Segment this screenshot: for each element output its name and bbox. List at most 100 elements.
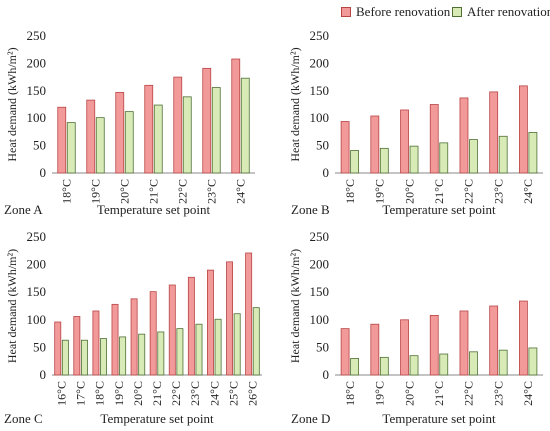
bar-after-18-c xyxy=(350,150,360,174)
bar-after-24-c xyxy=(214,318,222,376)
x-tick-label: 18°C xyxy=(60,179,74,204)
x-tick-label: 23°C xyxy=(491,381,505,406)
y-tick-label: 200 xyxy=(310,55,330,70)
bar-before-20-c xyxy=(130,298,138,376)
x-tick-label: 24°C xyxy=(207,381,221,406)
bar-before-23-c xyxy=(489,305,499,376)
y-tick-label: 200 xyxy=(310,257,330,272)
bar-before-24-c xyxy=(518,85,528,174)
bar-before-26-c xyxy=(245,252,253,376)
y-tick-label: 200 xyxy=(27,55,47,70)
y-tick-label: 250 xyxy=(310,28,330,43)
chart-panel-zone-a: 0 50 100 150 200 250 Heat demand (kWh/m²) 18°C 1… xyxy=(0,26,267,226)
y-tick-label: 100 xyxy=(310,110,330,125)
bar-after-16-c xyxy=(61,339,69,376)
y-tick-label: 0 xyxy=(323,165,330,180)
bar-after-26-c xyxy=(252,307,260,376)
y-tick-label: 150 xyxy=(310,83,330,98)
y-tick-label: 250 xyxy=(310,229,330,244)
x-tick-label: 21°C xyxy=(432,179,446,204)
y-tick-label: 250 xyxy=(27,28,47,43)
bar-after-25-c xyxy=(233,313,241,376)
x-tick-label: 19°C xyxy=(89,179,103,204)
chart-panel-zone-b: 0 50 100 150 200 250 Heat demand (kWh/m²) 18°C 1… xyxy=(283,26,550,226)
y-tick-label: 0 xyxy=(40,165,47,180)
bar-before-24-c xyxy=(231,58,241,174)
bar-before-19-c xyxy=(370,323,380,376)
x-tick-label: 18°C xyxy=(343,381,357,406)
bar-after-22-c xyxy=(469,139,478,174)
x-tick-label: 26°C xyxy=(245,381,259,406)
bar-after-20-c xyxy=(409,145,419,174)
bar-after-23-c xyxy=(195,323,203,376)
chart-svg-zone-c: 0 50 100 150 200 250 Heat demand (kWh/m²) 16°C 1… xyxy=(5,229,262,406)
bar-before-20-c xyxy=(115,92,125,174)
y-tick-label: 150 xyxy=(27,83,47,98)
bar-after-21-c xyxy=(439,142,449,174)
bar-after-23-c xyxy=(211,87,221,174)
x-tick-label: 22°C xyxy=(462,381,476,406)
bar-after-22-c xyxy=(176,328,184,376)
y-axis-title: Heat demand (kWh/m²) xyxy=(288,47,302,161)
bar-after-20-c xyxy=(409,355,419,376)
y-tick-label: 100 xyxy=(310,312,330,327)
y-tick-label: 0 xyxy=(323,367,330,382)
x-tick-label: 21°C xyxy=(432,381,446,406)
x-axis-title: Temperature set point xyxy=(100,411,214,426)
y-tick-label: 50 xyxy=(316,339,329,354)
zone-label: Zone B xyxy=(291,202,330,217)
bar-before-20-c xyxy=(400,109,409,174)
x-tick-label: 19°C xyxy=(112,381,126,406)
y-tick-label: 0 xyxy=(40,367,47,382)
bar-before-18-c xyxy=(340,121,350,174)
y-tick-label: 200 xyxy=(27,257,47,272)
zone-label: Zone C xyxy=(4,411,43,426)
y-tick-label: 50 xyxy=(33,138,46,153)
chart-svg-zone-d: 0 50 100 150 200 250 Heat demand (kWh/m²) 18°C 1… xyxy=(288,229,543,406)
bar-after-22-c xyxy=(469,351,478,376)
bar-after-17-c xyxy=(80,339,88,376)
y-axis-title: Heat demand (kWh/m²) xyxy=(5,249,19,363)
bar-before-18-c xyxy=(340,328,350,376)
y-tick-label: 150 xyxy=(27,284,47,299)
x-tick-label: 24°C xyxy=(521,381,535,406)
y-tick-label: 250 xyxy=(27,229,47,244)
bar-after-19-c xyxy=(95,117,105,174)
y-tick-label: 100 xyxy=(27,110,47,125)
bar-before-17-c xyxy=(73,316,81,376)
legend-item-after: After renovation xyxy=(452,4,550,20)
bar-before-21-c xyxy=(149,291,157,376)
y-tick-label: 100 xyxy=(27,312,47,327)
bar-after-20-c xyxy=(138,333,146,376)
x-tick-label: 22°C xyxy=(169,381,183,406)
x-tick-label: 17°C xyxy=(74,381,88,406)
bar-before-18-c xyxy=(92,310,100,376)
x-tick-label: 23°C xyxy=(188,381,202,406)
bar-before-21-c xyxy=(429,314,439,376)
bar-before-20-c xyxy=(400,319,409,376)
chart-svg-zone-b: 0 50 100 150 200 250 Heat demand (kWh/m²) 18°C 1… xyxy=(288,28,543,204)
bar-before-24-c xyxy=(207,269,214,376)
x-axis-title: Temperature set point xyxy=(96,202,211,217)
bar-after-20-c xyxy=(124,111,134,174)
bar-before-22-c xyxy=(168,284,176,376)
x-tick-label: 18°C xyxy=(93,381,107,406)
x-tick-label: 16°C xyxy=(55,381,69,406)
legend-label-after: After renovation xyxy=(467,4,550,19)
bar-after-22-c xyxy=(182,96,192,174)
bar-after-18-c xyxy=(100,338,107,376)
bar-before-22-c xyxy=(459,97,469,174)
bar-before-22-c xyxy=(173,76,183,174)
x-tick-label: 23°C xyxy=(205,179,219,204)
x-tick-label: 19°C xyxy=(373,179,387,204)
bar-after-24-c xyxy=(528,132,538,174)
bar-before-21-c xyxy=(144,84,154,174)
x-tick-label: 20°C xyxy=(131,381,145,406)
bar-after-21-c xyxy=(153,104,163,174)
x-tick-label: 25°C xyxy=(226,381,240,406)
bar-after-21-c xyxy=(439,353,449,376)
zone-label: Zone A xyxy=(4,202,43,217)
bar-after-23-c xyxy=(498,135,508,174)
bar-after-18-c xyxy=(350,358,360,376)
x-axis-title: Temperature set point xyxy=(382,411,496,426)
